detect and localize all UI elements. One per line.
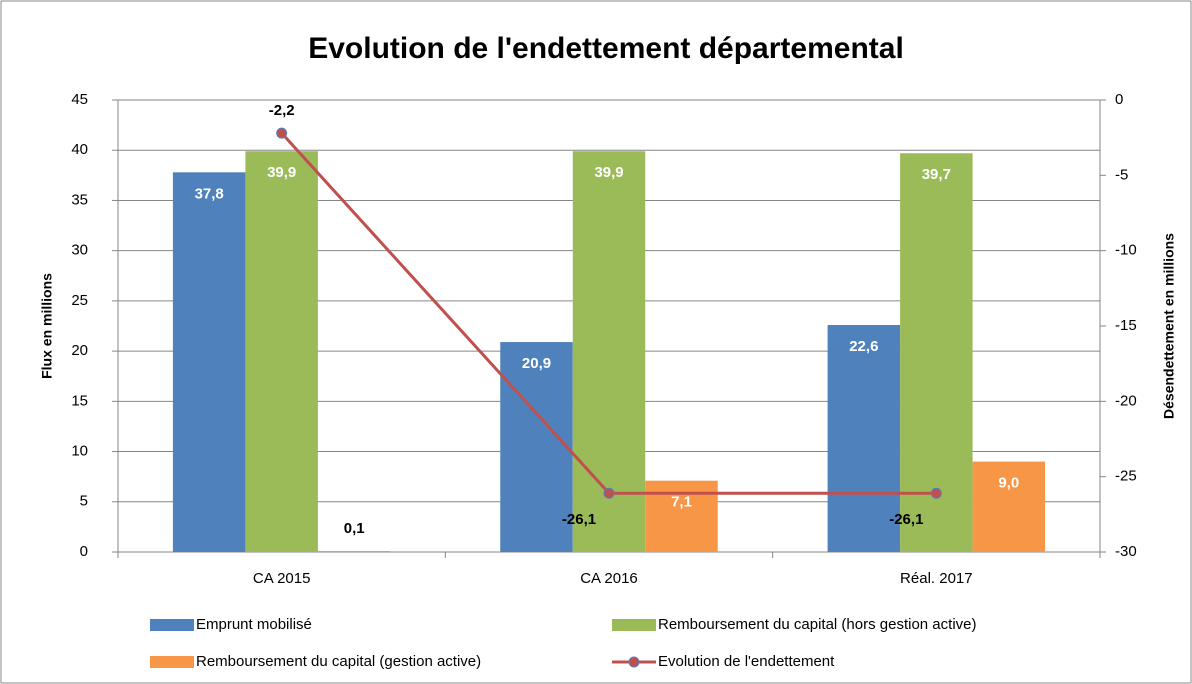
legend-marker	[628, 656, 640, 668]
bar	[172, 172, 246, 552]
x-tick-label: CA 2016	[580, 570, 638, 587]
y2-tick-label: -30	[1115, 543, 1137, 560]
legend-swatch	[612, 619, 656, 631]
y2-axis-title: Désendettement en millions	[1161, 233, 1177, 419]
x-tick-label: CA 2015	[253, 570, 311, 587]
y-tick-label: 30	[71, 242, 88, 259]
bar	[572, 151, 646, 552]
y-tick-label: 25	[71, 292, 88, 309]
y2-tick-label: 0	[1115, 91, 1123, 108]
bar	[317, 550, 391, 552]
data-label: 9,0	[998, 475, 1019, 492]
legend-swatch	[150, 656, 194, 668]
legend-label: Emprunt mobilisé	[196, 616, 312, 633]
data-label: 39,9	[267, 164, 296, 181]
bar	[245, 151, 318, 552]
legend-label: Remboursement du capital (hors gestion a…	[658, 616, 977, 633]
y2-tick-label: -10	[1115, 242, 1137, 259]
y-tick-label: 35	[71, 191, 88, 208]
y-tick-label: 20	[71, 342, 88, 359]
data-label: 37,8	[195, 185, 224, 202]
y2-tick-label: -15	[1115, 317, 1137, 334]
data-label: 0,1	[344, 520, 365, 537]
bar	[645, 480, 718, 552]
data-label: 22,6	[849, 338, 878, 355]
legend-label: Remboursement du capital (gestion active…	[196, 653, 481, 670]
y-tick-label: 45	[71, 91, 88, 108]
x-tick-label: Réal. 2017	[900, 570, 973, 587]
bar	[827, 324, 901, 552]
bar	[900, 153, 973, 553]
y2-tick-label: -5	[1115, 166, 1128, 183]
y-tick-label: 10	[71, 443, 88, 460]
line-marker	[930, 487, 942, 499]
y2-tick-label: -25	[1115, 468, 1137, 485]
data-label: -26,1	[889, 511, 923, 528]
y-tick-label: 0	[80, 543, 88, 560]
bar	[500, 342, 573, 552]
legend-label: Evolution de l'endettement	[658, 653, 835, 670]
y-tick-label: 40	[71, 141, 88, 158]
legend-swatch	[150, 619, 194, 631]
data-label: -26,1	[562, 511, 596, 528]
chart-title: Evolution de l'endettement départemental	[308, 32, 904, 65]
y2-tick-label: -20	[1115, 392, 1137, 409]
line-marker	[603, 487, 615, 499]
bar	[972, 461, 1046, 552]
y-tick-label: 15	[71, 392, 88, 409]
line-marker	[276, 127, 288, 139]
data-label: -2,2	[269, 102, 295, 119]
data-label: 39,7	[922, 166, 951, 183]
y-tick-label: 5	[80, 493, 88, 510]
y-axis-title: Flux en millions	[39, 273, 55, 379]
data-label: 20,9	[522, 355, 551, 372]
data-label: 39,9	[594, 164, 623, 181]
data-label: 7,1	[671, 494, 692, 511]
